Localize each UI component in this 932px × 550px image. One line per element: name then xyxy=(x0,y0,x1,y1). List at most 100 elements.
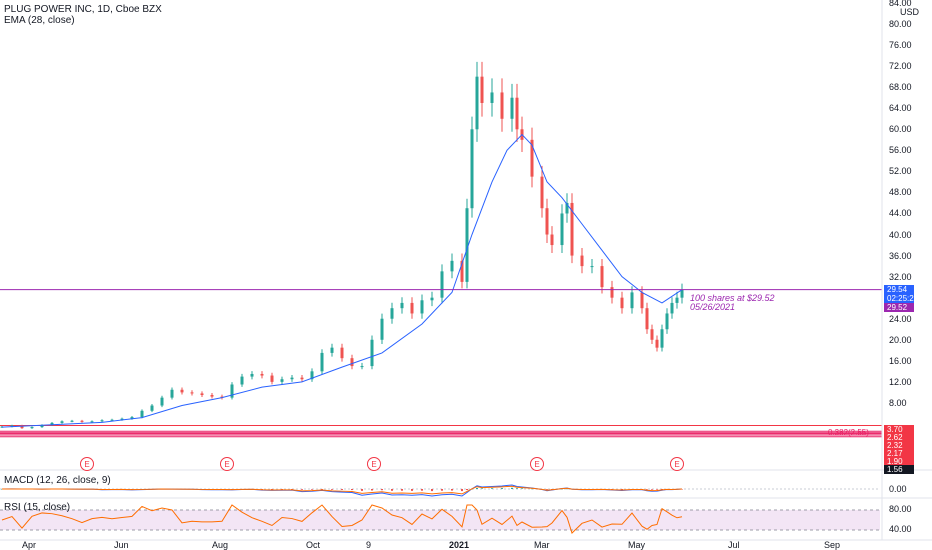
candle-body xyxy=(90,421,94,423)
earnings-marker[interactable]: E xyxy=(80,457,94,471)
macd-bar xyxy=(651,489,653,490)
candle-body xyxy=(570,202,574,256)
last-price-badge: 29.54 xyxy=(884,285,914,294)
time-tick-label: 2021 xyxy=(449,540,470,550)
macd-bar xyxy=(351,489,353,491)
candle-body xyxy=(150,405,154,411)
low-level-badge: 2.32 xyxy=(884,441,914,450)
candle-body xyxy=(20,425,24,429)
earnings-marker[interactable]: E xyxy=(670,457,684,471)
earnings-marker[interactable]: E xyxy=(367,457,381,471)
price-tick-label: 52.00 xyxy=(889,166,912,177)
macd-bar xyxy=(451,489,453,491)
macd-bar xyxy=(391,489,393,491)
low-level-badge: 2.62 xyxy=(884,433,914,442)
macd-bar xyxy=(476,488,478,489)
candle-body xyxy=(130,417,134,419)
candle-body xyxy=(665,313,669,330)
earnings-marker[interactable]: E xyxy=(220,457,234,471)
macd-bar xyxy=(271,489,273,490)
candle-body xyxy=(260,373,264,376)
candle-body xyxy=(170,389,174,398)
macd-bar xyxy=(441,489,443,491)
ema-legend[interactable]: EMA (28, close) xyxy=(4,15,75,26)
macd-bar xyxy=(646,489,648,490)
candle-body xyxy=(400,302,404,309)
time-tick-label: Apr xyxy=(22,540,37,550)
low-level-badge: 2.17 xyxy=(884,449,914,458)
candle-body xyxy=(290,377,294,380)
currency-label[interactable]: USD xyxy=(900,7,920,17)
macd-bar xyxy=(301,489,303,490)
macd-legend[interactable]: MACD (12, 26, close, 9) xyxy=(4,475,111,486)
candle-body xyxy=(360,366,364,368)
candle-body xyxy=(310,371,314,380)
macd-bar xyxy=(531,488,533,490)
rsi-line xyxy=(1,504,683,534)
macd-bar xyxy=(421,489,423,491)
candle-body xyxy=(670,302,674,314)
rsi-band xyxy=(0,510,880,530)
candle-body xyxy=(60,421,64,423)
price-tick-label: 44.00 xyxy=(889,208,912,219)
candle-body xyxy=(475,76,479,130)
time-tick-label: Oct xyxy=(306,540,321,550)
macd-bar xyxy=(501,488,503,489)
candle-body xyxy=(320,352,324,372)
time-tick-label: May xyxy=(628,540,646,550)
candle-body xyxy=(490,92,494,103)
candle-body xyxy=(440,271,444,298)
candle-body xyxy=(600,266,604,288)
candle-body xyxy=(640,292,644,309)
macd-bar xyxy=(331,489,333,490)
macd-bar xyxy=(461,489,463,492)
macd-bar xyxy=(321,489,323,490)
position-annotation-line2: 05/26/2021 xyxy=(690,302,736,312)
price-tick-label: 12.00 xyxy=(889,376,912,387)
candle-body xyxy=(540,176,544,209)
price-tick-label: 16.00 xyxy=(889,355,912,366)
macd-bar xyxy=(521,488,523,489)
candle-body xyxy=(220,396,224,398)
candle-body xyxy=(300,377,304,380)
candle-body xyxy=(390,308,394,319)
time-tick-label: 9 xyxy=(366,540,372,550)
candle-body xyxy=(100,420,104,422)
candle-body xyxy=(530,139,534,177)
macd-signal-line xyxy=(1,485,683,495)
low-level-badge: 1.90 xyxy=(884,457,914,466)
macd-bar xyxy=(511,487,513,489)
price-tick-label: 60.00 xyxy=(889,124,912,135)
earnings-marker[interactable]: E xyxy=(530,457,544,471)
candle-body xyxy=(120,418,124,420)
symbol-title[interactable]: PLUG POWER INC, 1D, Cboe BZX xyxy=(4,4,162,15)
candle-body xyxy=(270,375,274,382)
price-axis-top-label: 84.00 xyxy=(889,0,912,8)
candle-body xyxy=(620,297,624,309)
candle-body xyxy=(180,389,184,393)
rsi-upper-label: 80.00 xyxy=(889,504,912,514)
candle-body xyxy=(200,393,204,396)
candle-body xyxy=(190,392,194,394)
horizontal-levels xyxy=(0,425,882,438)
price-tick-label: 32.00 xyxy=(889,271,912,282)
candle-body xyxy=(590,266,594,268)
candle-body xyxy=(510,97,514,119)
candle-body xyxy=(250,373,254,377)
candle-body xyxy=(480,76,484,103)
macd-bar xyxy=(566,488,568,490)
candle-body xyxy=(370,339,374,367)
candle-body xyxy=(40,425,44,428)
macd-bar xyxy=(341,489,343,490)
rsi-legend[interactable]: RSI (15, close) xyxy=(4,502,71,513)
low-level-badge: 1.56 xyxy=(884,465,914,474)
candle-body xyxy=(450,260,454,272)
macd-bar xyxy=(661,489,663,490)
countdown-badge: 02:25:22 xyxy=(884,294,918,303)
macd-bar xyxy=(291,489,293,490)
time-tick-label: Mar xyxy=(534,540,550,550)
price-tick-label: 68.00 xyxy=(889,82,912,93)
price-tick-label: 40.00 xyxy=(889,229,912,240)
time-tick-label: Jun xyxy=(114,540,129,550)
